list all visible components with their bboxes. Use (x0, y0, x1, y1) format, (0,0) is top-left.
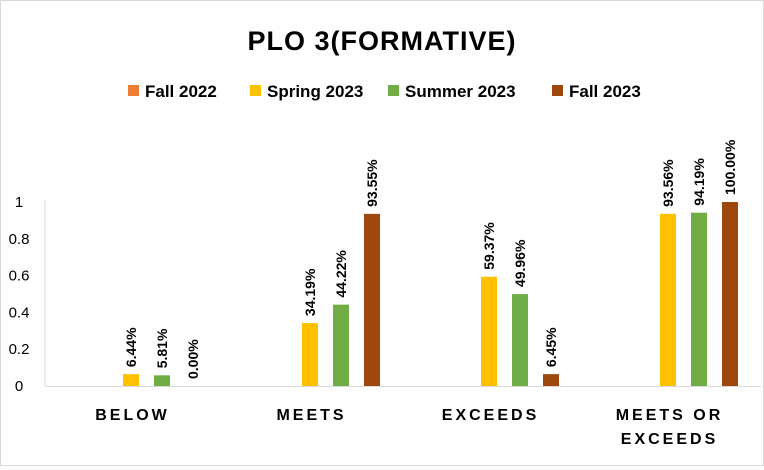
y-tick-label: 0.2 (9, 341, 30, 358)
bar (512, 294, 528, 386)
data-label: 100.00% (722, 139, 738, 195)
x-category-label: EXCEEDS (621, 431, 718, 448)
legend-label: Spring 2023 (267, 82, 363, 101)
x-category-label: MEETS OR (616, 407, 724, 424)
y-tick-label: 0.4 (9, 304, 30, 321)
data-label: 5.81% (154, 328, 170, 368)
legend-label: Summer 2023 (405, 82, 516, 101)
data-label: 34.19% (302, 268, 318, 316)
bar (333, 304, 349, 386)
bar (481, 276, 497, 386)
x-category-label: EXCEEDS (442, 407, 539, 424)
y-tick-label: 0.8 (9, 231, 30, 248)
data-label: 6.44% (123, 327, 139, 367)
data-label: 49.96% (512, 239, 528, 287)
bars (123, 202, 738, 386)
data-label: 94.19% (691, 158, 707, 206)
data-label: 0.00% (185, 339, 201, 379)
axes: 0 0.2 0.4 0.6 0.8 1 BELOW MEETS EXCEEDS MEETS OR E… (9, 194, 761, 448)
chart-title: PLO 3(FORMATIVE) (248, 26, 517, 56)
legend: Fall 2022 Spring 2023 Summer 2023 Fall 2023 (128, 82, 641, 101)
legend-swatch (552, 85, 563, 96)
data-label: 93.55% (364, 159, 380, 207)
bar (543, 374, 559, 386)
x-category-label: MEETS (276, 407, 346, 424)
data-labels: 6.44% 5.81% 0.00% 34.19% 44.22% 93.55% 59.37% 4… (123, 139, 738, 379)
y-tick-label: 0.6 (9, 268, 30, 285)
bar (660, 213, 676, 386)
legend-label: Fall 2023 (569, 82, 641, 101)
legend-swatch (128, 85, 139, 96)
legend-swatch (250, 85, 261, 96)
data-label: 44.22% (333, 250, 349, 298)
y-tick-label: 0 (15, 378, 23, 395)
bar (691, 212, 707, 386)
bar (302, 323, 318, 386)
bar (154, 375, 170, 386)
y-tick-label: 1 (15, 194, 23, 211)
bar (123, 374, 139, 386)
bar (722, 202, 738, 386)
data-label: 59.37% (481, 222, 497, 270)
legend-swatch (388, 85, 399, 96)
data-label: 93.56% (660, 159, 676, 207)
x-category-label: BELOW (95, 407, 170, 424)
legend-label: Fall 2022 (145, 82, 217, 101)
bar (364, 213, 380, 386)
data-label: 6.45% (543, 327, 559, 367)
